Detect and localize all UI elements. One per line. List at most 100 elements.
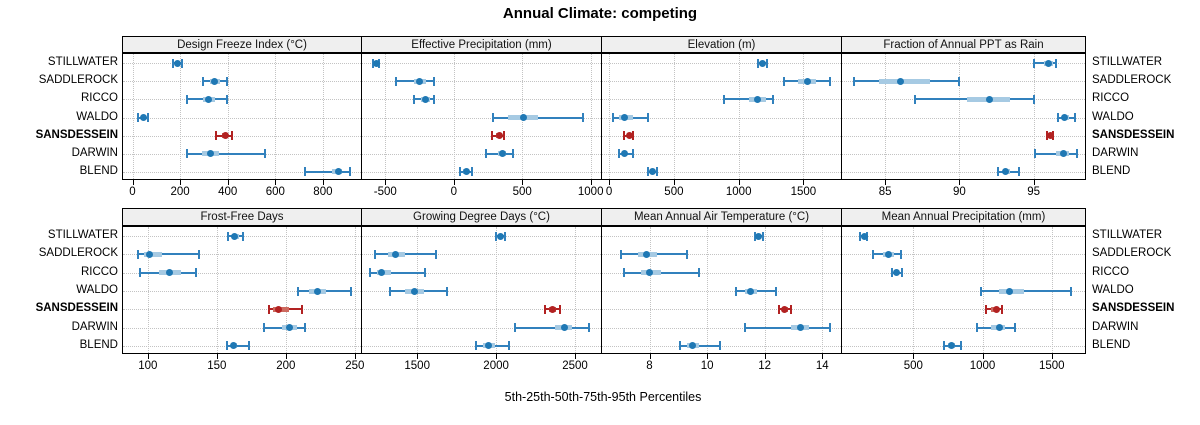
whisker-cap (138, 268, 141, 278)
median-dot (1045, 59, 1053, 67)
median-dot (421, 95, 429, 103)
whisker-cap (984, 304, 987, 314)
whisker-cap (423, 268, 426, 278)
axis-tick (913, 354, 915, 359)
median-dot (755, 232, 763, 240)
gridline-v (147, 227, 149, 353)
gridline-v (822, 227, 824, 353)
whisker-cap (147, 113, 149, 122)
gridline-h (842, 63, 1085, 65)
x-axis-label: 5th-25th-50th-75th-95th Percentiles (504, 390, 702, 404)
whisker-cap (502, 131, 505, 141)
whisker-cap (503, 231, 506, 241)
median-dot (231, 232, 239, 240)
whisker-cap (734, 286, 737, 296)
axis-tick (673, 180, 675, 185)
gridline-v (180, 54, 182, 179)
gridline-v (913, 227, 915, 353)
site-label-right: BLEND (1092, 164, 1131, 177)
whisker-cap (180, 58, 183, 68)
whisker-cap (349, 286, 352, 296)
median-dot (860, 232, 868, 240)
axis-tick-label: 600 (265, 186, 285, 198)
axis-tick (132, 180, 134, 185)
whisker-cap (859, 231, 862, 241)
site-label-right: SADDLEROCK (1092, 74, 1172, 87)
median-dot (391, 250, 399, 258)
whisker-cap (979, 286, 982, 296)
panel-strip: Effective Precipitation (mm) (361, 36, 602, 53)
whisker-cap (304, 323, 307, 333)
gridline-h (123, 309, 361, 311)
median-dot (625, 132, 633, 140)
median-dot (992, 305, 1000, 313)
iqr-band (879, 78, 930, 84)
median-dot (166, 269, 174, 277)
panel-strip-label: Design Freeze Index (°C) (177, 39, 307, 51)
site-label-left: SANSDESSEIN (35, 302, 118, 315)
site-label-left: SADDLEROCK (38, 74, 118, 87)
whisker (304, 170, 350, 173)
whisker-cap (1056, 113, 1059, 122)
gridline-h (362, 254, 601, 256)
whisker-cap (1001, 304, 1004, 314)
gridline-h (602, 117, 841, 119)
median-dot (1061, 114, 1069, 121)
whisker-cap (611, 113, 614, 122)
whisker-cap (394, 76, 397, 86)
site-label-left: WALDO (76, 284, 118, 296)
gridline-h (602, 272, 841, 274)
whisker-cap (434, 249, 437, 259)
whisker-cap (225, 76, 228, 86)
gridline-v (590, 54, 592, 179)
gridline-h (602, 327, 841, 329)
panel-plot (361, 226, 602, 354)
median-dot (1005, 287, 1013, 295)
site-label-left: SANSDESSEIN (35, 128, 118, 141)
panel-strip: Mean Annual Air Temperature (°C) (601, 208, 842, 226)
whisker-cap (373, 249, 376, 259)
median-dot (995, 324, 1003, 332)
site-label-left: WALDO (76, 110, 118, 123)
gridline-v (803, 54, 805, 179)
whisker-cap (697, 268, 700, 278)
axis-tick-label: 500 (512, 186, 532, 198)
gridline-h (602, 171, 841, 173)
median-dot (646, 269, 653, 277)
gridline-h (123, 81, 361, 83)
gridline-h (842, 117, 1085, 119)
whisker-cap (433, 76, 436, 86)
axis-tick (649, 354, 651, 359)
panel-plot (122, 53, 362, 180)
whisker-cap (623, 131, 626, 141)
gridline-h (842, 345, 1085, 347)
gridline-v (738, 54, 740, 179)
whisker-cap (619, 249, 622, 259)
median-dot (893, 269, 901, 277)
median-dot (415, 77, 423, 85)
axis-tick-label: 800 (313, 186, 333, 198)
gridline-v (216, 227, 218, 353)
gridline-h (842, 254, 1085, 256)
whisker-cap (852, 76, 855, 86)
gridline-v (285, 227, 287, 353)
axis-tick (590, 180, 592, 185)
median-dot (206, 150, 214, 158)
whisker-cap (514, 323, 517, 333)
whisker-cap (559, 304, 562, 314)
axis-tick (822, 354, 824, 359)
median-dot (497, 232, 504, 240)
median-dot (372, 59, 380, 67)
whisker-cap (1074, 113, 1077, 122)
gridline-h (842, 327, 1085, 329)
axis-tick (227, 180, 229, 185)
gridline-h (362, 309, 601, 311)
axis-tick-label: 85 (878, 186, 892, 198)
gridline-v (227, 54, 229, 179)
axis-tick (764, 354, 766, 359)
gridline-v (453, 54, 455, 179)
whisker-cap (828, 323, 831, 333)
site-label-left: BLEND (79, 164, 118, 177)
whisker-cap (1017, 167, 1020, 177)
median-dot (139, 114, 147, 121)
